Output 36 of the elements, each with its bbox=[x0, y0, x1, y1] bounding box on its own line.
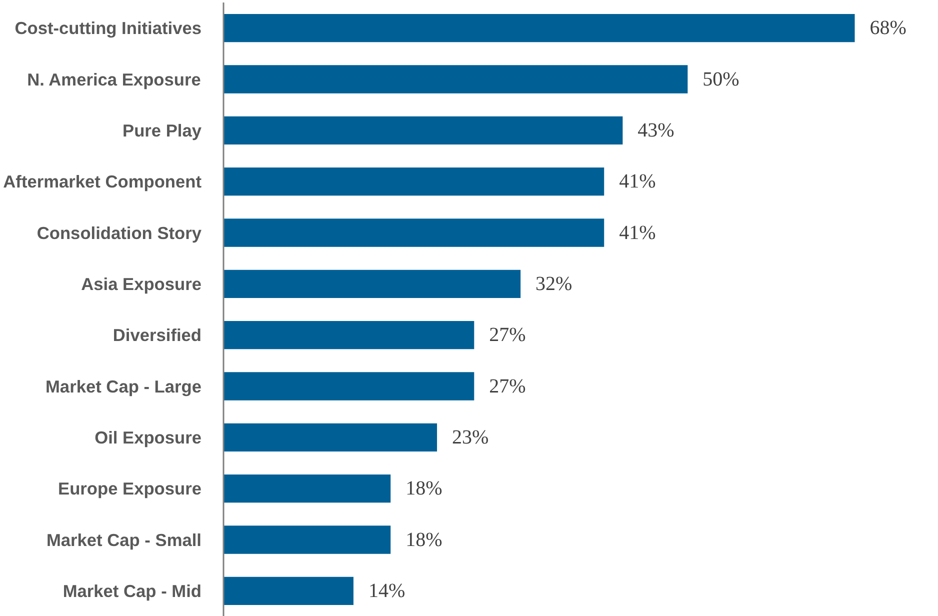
y-tick-label: Market Cap - Large bbox=[46, 376, 202, 396]
bar bbox=[224, 321, 474, 350]
bar bbox=[224, 423, 438, 452]
y-tick-label: Pure Play bbox=[122, 120, 202, 140]
bar bbox=[224, 116, 623, 144]
bar bbox=[224, 14, 855, 42]
y-tick-label: Cost-cutting Initiatives bbox=[14, 18, 202, 38]
data-label: 23% bbox=[452, 426, 489, 448]
data-label: 27% bbox=[489, 324, 526, 346]
data-label: 18% bbox=[406, 478, 442, 500]
y-tick-label: Market Cap - Mid bbox=[62, 580, 202, 601]
data-label: 18% bbox=[406, 528, 442, 551]
y-tick-label: Market Cap - Small bbox=[46, 530, 202, 550]
data-label: 41% bbox=[619, 222, 656, 244]
bar bbox=[224, 218, 604, 247]
bar bbox=[224, 168, 604, 196]
y-tick-label: Asia Exposure bbox=[81, 274, 202, 294]
bar bbox=[224, 576, 354, 605]
bar bbox=[224, 372, 474, 400]
y-tick-label: Consolidation Story bbox=[36, 222, 202, 243]
data-label: 68% bbox=[870, 17, 906, 40]
bar bbox=[224, 65, 688, 94]
data-label: 14% bbox=[368, 580, 406, 602]
y-tick-label: Aftermarket Component bbox=[3, 172, 202, 192]
y-tick-label: N. America Exposure bbox=[27, 69, 202, 90]
y-tick-label: Diversified bbox=[112, 325, 202, 346]
y-tick-label: Oil Exposure bbox=[94, 427, 202, 448]
y-tick-label: Europe Exposure bbox=[58, 478, 202, 499]
bar bbox=[224, 526, 391, 554]
bar bbox=[224, 270, 521, 298]
data-label: 32% bbox=[536, 272, 572, 295]
data-label: 27% bbox=[489, 375, 526, 398]
bar bbox=[224, 474, 391, 503]
data-label: 41% bbox=[619, 170, 656, 193]
data-label: 50% bbox=[702, 68, 740, 90]
data-label: 43% bbox=[638, 119, 674, 142]
